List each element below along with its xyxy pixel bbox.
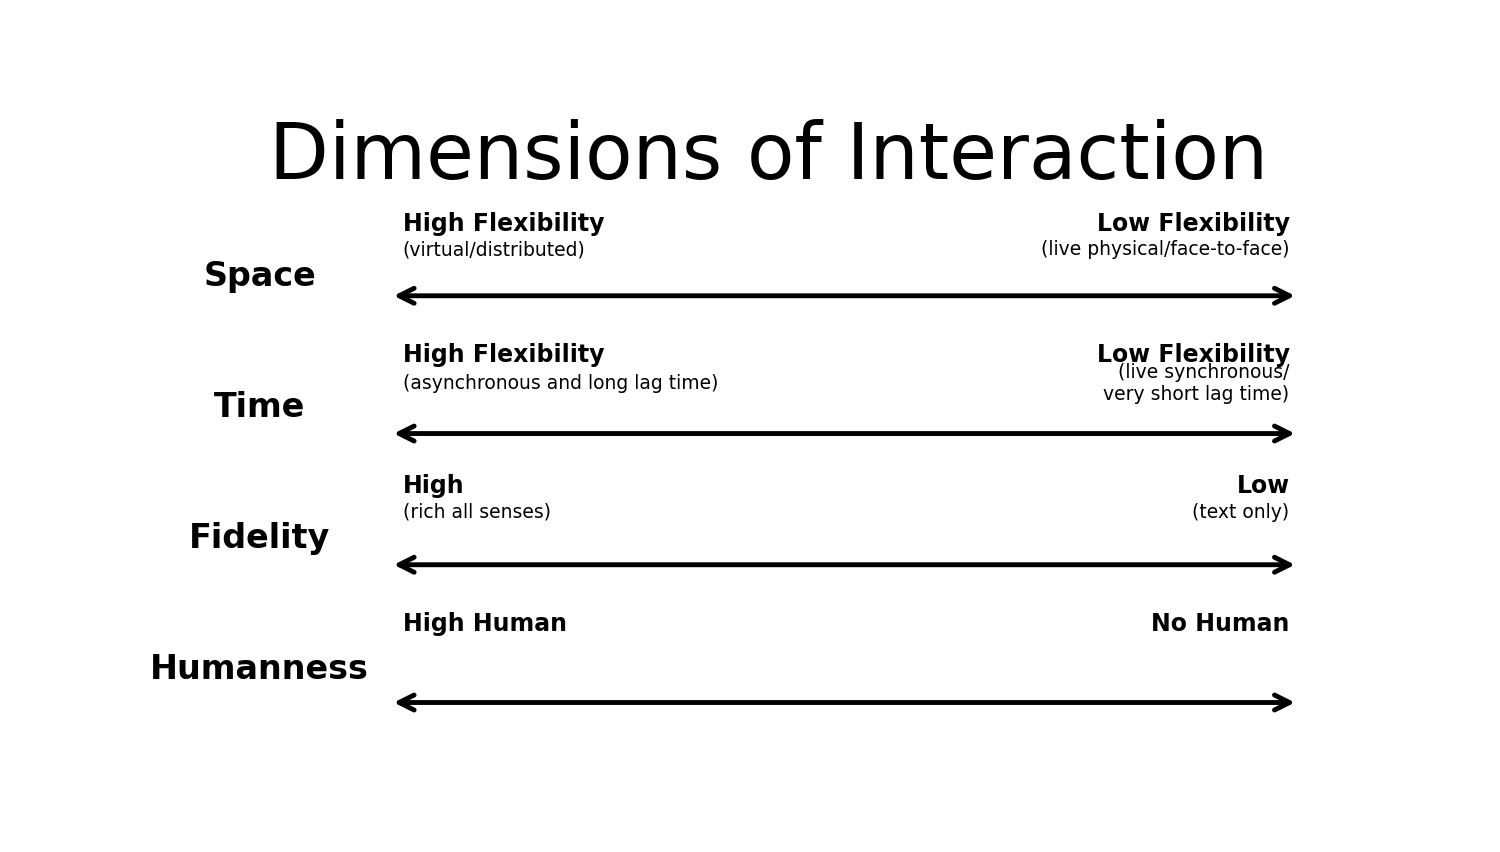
Text: High Flexibility: High Flexibility [402,211,604,236]
Text: (live physical/face-to-face): (live physical/face-to-face) [1041,240,1290,259]
Text: Time: Time [214,391,306,423]
Text: Low Flexibility: Low Flexibility [1096,343,1290,367]
Text: High Human: High Human [402,612,567,636]
Text: High: High [402,474,464,498]
Text: High Flexibility: High Flexibility [402,343,604,367]
Text: (live synchronous/
very short lag time): (live synchronous/ very short lag time) [1104,362,1290,404]
Text: (virtual/distributed): (virtual/distributed) [402,240,585,259]
Text: Low Flexibility: Low Flexibility [1096,211,1290,236]
Text: Space: Space [202,260,316,292]
Text: (asynchronous and long lag time): (asynchronous and long lag time) [402,373,718,393]
Text: Fidelity: Fidelity [189,522,330,555]
Text: (rich all senses): (rich all senses) [402,503,550,521]
Text: Dimensions of Interaction: Dimensions of Interaction [268,118,1269,194]
Text: Low: Low [1236,474,1290,498]
Text: No Human: No Human [1150,612,1290,636]
Text: Humanness: Humanness [150,653,369,686]
Text: (text only): (text only) [1192,503,1290,521]
